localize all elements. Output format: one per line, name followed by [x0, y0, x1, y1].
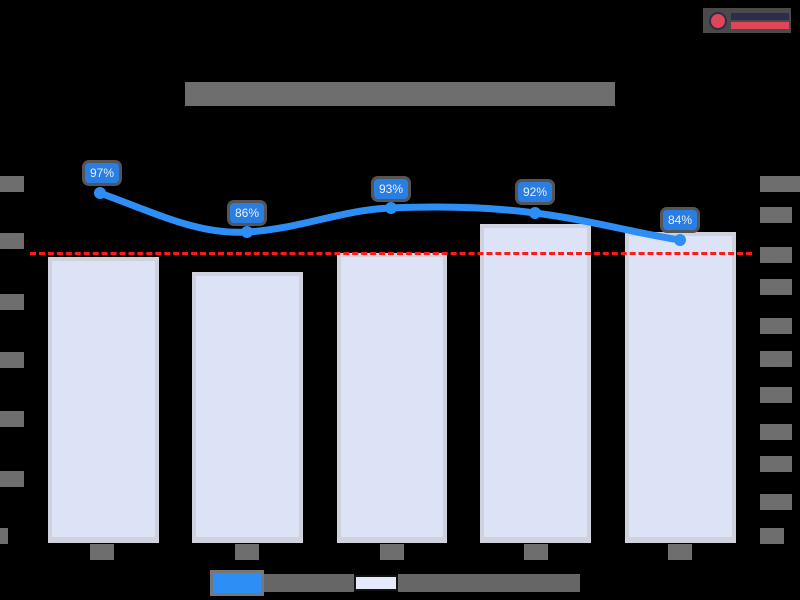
legend: [210, 569, 580, 596]
x-axis-label: [90, 544, 114, 560]
bar-1: [48, 257, 159, 543]
x-axis-label: [380, 544, 404, 560]
right-axis-tick: 60%: [760, 318, 792, 334]
data-label: 93%: [374, 179, 409, 199]
line-point: [94, 187, 106, 199]
right-axis-tick: 30%: [760, 424, 792, 440]
left-axis-tick: 30: [0, 352, 24, 368]
brand-logo: [703, 8, 791, 33]
right-axis-tick: 100%: [760, 176, 800, 192]
bar-2: [192, 272, 303, 543]
line-point: [674, 234, 686, 246]
legend-bar-label: [398, 573, 580, 592]
data-label: 86%: [230, 203, 265, 223]
right-axis-tick: 20%: [760, 456, 792, 472]
right-axis-tick: 0%: [760, 528, 784, 544]
left-axis-tick: 0: [0, 528, 8, 544]
line-point: [529, 207, 541, 219]
left-axis-tick: 60: [0, 176, 24, 192]
right-axis-tick: 40%: [760, 387, 792, 403]
bar-3: [337, 253, 447, 543]
line-point: [385, 202, 397, 214]
legend-line-swatch: [210, 569, 264, 596]
x-axis-label: [668, 544, 692, 560]
legend-line-label: [264, 573, 354, 592]
left-axis-tick: 20: [0, 411, 24, 427]
logo-wordmark: [731, 12, 789, 29]
line-point: [241, 226, 253, 238]
left-axis-tick: 10: [0, 471, 24, 487]
bar-5: [625, 232, 736, 543]
right-axis-tick: 10%: [760, 494, 792, 510]
x-axis-label: [524, 544, 548, 560]
right-axis-tick: 70%: [760, 279, 792, 295]
left-axis-tick: 50: [0, 233, 24, 249]
right-axis-tick: 80%: [760, 247, 792, 263]
data-label: 92%: [518, 182, 553, 202]
target-reference-line: [30, 252, 752, 255]
bar-4: [480, 224, 591, 543]
logo-circle-icon: [711, 13, 725, 28]
right-axis-tick: 50%: [760, 351, 792, 367]
data-label: 97%: [85, 163, 120, 183]
left-axis-tick: 40: [0, 294, 24, 310]
chart-title: [185, 82, 615, 106]
x-axis-label: [235, 544, 259, 560]
right-axis-tick: 90%: [760, 207, 792, 223]
data-label: 84%: [663, 210, 698, 230]
legend-bar-swatch: [354, 574, 398, 591]
